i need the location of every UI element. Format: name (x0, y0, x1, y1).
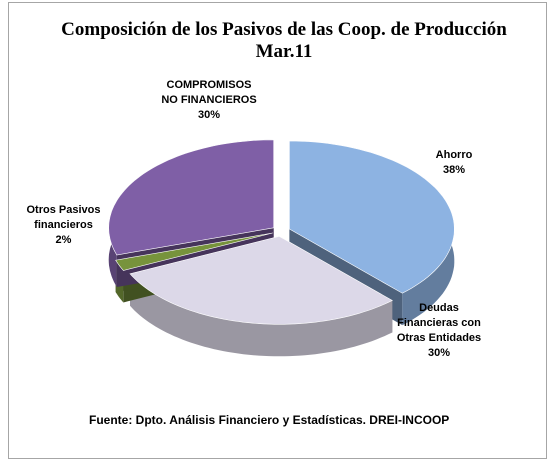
slice-wall (130, 273, 393, 357)
label-value: 30% (427, 347, 451, 359)
data-label: Ahorro 38% (414, 148, 494, 178)
label-value: 2% (55, 234, 72, 246)
label-name: Ahorro (435, 149, 473, 161)
pie-plot (108, 139, 455, 357)
slice (129, 235, 393, 325)
label-name: COMPROMISOS NO FINANCIEROS (161, 79, 257, 106)
slice (289, 140, 455, 294)
data-label: COMPROMISOS NO FINANCIEROS 30% (159, 78, 259, 123)
label-name: Otros Pasivos financieros (26, 204, 101, 231)
chart-area: Composición de los Pasivos de las Coop. … (8, 2, 547, 459)
slice (108, 139, 275, 256)
label-value: 38% (442, 164, 466, 176)
data-label: Otros Pasivos financieros 2% (11, 203, 116, 248)
label-value: 30% (197, 109, 221, 121)
label-name: Deudas Financieras con Otras Entidades (396, 302, 482, 344)
data-label: Deudas Financieras con Otras Entidades 30… (389, 301, 489, 361)
slice (115, 232, 273, 271)
source-note: Fuente: Dpto. Análisis Financiero y Esta… (89, 413, 450, 427)
chart-title: Composición de los Pasivos de las Coop. … (61, 19, 507, 62)
